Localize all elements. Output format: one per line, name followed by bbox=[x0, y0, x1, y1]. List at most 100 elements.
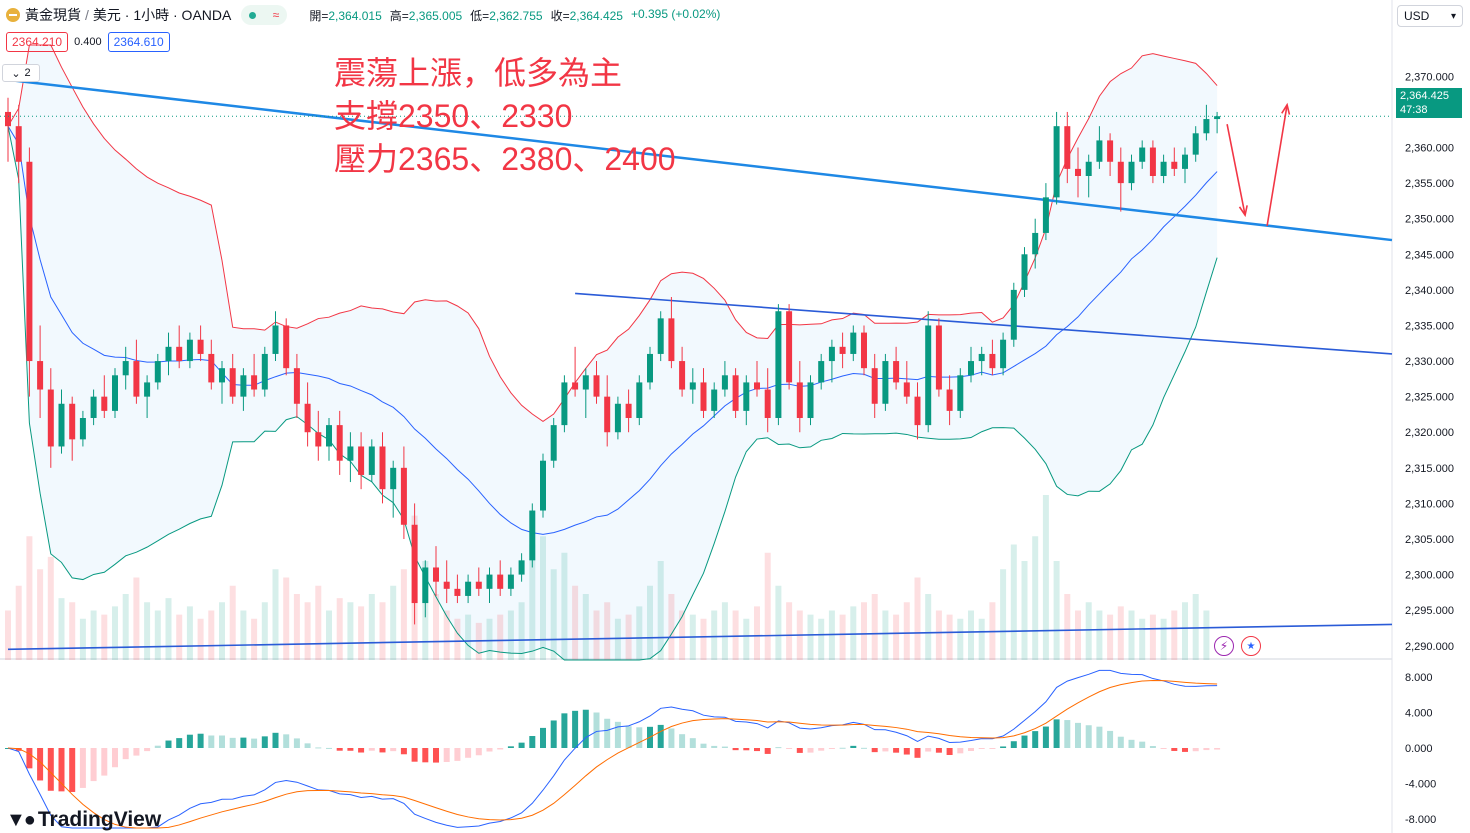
volume-bar bbox=[37, 569, 44, 660]
volume-bar bbox=[1128, 610, 1135, 660]
macd-histogram-bar bbox=[26, 748, 33, 769]
macd-histogram-bar bbox=[636, 727, 643, 748]
candle-body bbox=[614, 403, 621, 433]
macd-histogram-bar bbox=[1010, 741, 1017, 748]
macd-histogram-bar bbox=[272, 732, 279, 748]
macd-histogram-bar bbox=[518, 742, 525, 748]
candle-body bbox=[90, 396, 97, 418]
sell-price-button[interactable]: 2364.210 bbox=[6, 32, 69, 52]
ohlc-change: +0.395 (+0.02%) bbox=[630, 6, 721, 21]
macd-histogram-bar bbox=[550, 720, 557, 748]
macd-histogram-bar bbox=[90, 748, 97, 782]
symbol-quote[interactable]: 美元 · 1小時 · OANDA bbox=[92, 7, 232, 23]
macd-histogram-bar bbox=[946, 748, 953, 755]
volume-bar bbox=[604, 602, 611, 660]
volume-bar bbox=[5, 610, 11, 660]
price-axis-label: 2,295.000 bbox=[1405, 605, 1454, 617]
macd-histogram-bar bbox=[122, 748, 129, 760]
volume-bar bbox=[1192, 594, 1199, 660]
volume-bar bbox=[283, 577, 290, 660]
macd-histogram-bar bbox=[1182, 748, 1188, 752]
market-status-pill[interactable]: ≈ bbox=[241, 5, 288, 25]
volume-bar bbox=[700, 618, 707, 660]
candle-body bbox=[186, 339, 193, 362]
price-axis-label: 2,335.000 bbox=[1405, 320, 1454, 332]
candle-body bbox=[1182, 154, 1188, 169]
volume-bar bbox=[133, 577, 140, 660]
buy-price-button[interactable]: 2364.610 bbox=[107, 32, 170, 52]
symbol-name[interactable]: 黃金現貨 bbox=[25, 7, 81, 23]
candle-body bbox=[689, 382, 696, 390]
macd-histogram-bar bbox=[1160, 748, 1167, 749]
volume-bar bbox=[326, 610, 332, 660]
candle-body bbox=[283, 325, 290, 369]
volume-bar bbox=[261, 602, 268, 660]
macd-histogram-bar bbox=[144, 748, 151, 752]
volume-bar bbox=[850, 606, 857, 660]
volume-bar bbox=[229, 585, 236, 660]
volume-bar bbox=[112, 606, 118, 660]
volume-bar bbox=[272, 569, 279, 660]
macd-histogram-bar bbox=[604, 718, 611, 748]
candle-body bbox=[914, 396, 921, 426]
volume-bar bbox=[1117, 606, 1124, 660]
volume-bar bbox=[807, 614, 814, 660]
volume-bar bbox=[186, 606, 193, 660]
volume-bar bbox=[1000, 569, 1007, 660]
candle-body bbox=[732, 375, 739, 411]
candle-body bbox=[1096, 140, 1103, 162]
analysis-annotation[interactable]: 震蕩上漲，低多為主 支撐2350、2330 壓力2365、2380、2400 bbox=[334, 52, 676, 181]
annotation-line-support: 支撐2350、2330 bbox=[334, 98, 573, 134]
candle-body bbox=[1064, 126, 1071, 169]
candle-body bbox=[219, 368, 225, 383]
volume-bar bbox=[903, 602, 910, 660]
candle-body bbox=[507, 574, 514, 589]
candle-body bbox=[443, 581, 450, 589]
macd-histogram-bar bbox=[465, 748, 472, 758]
candle-body bbox=[69, 403, 76, 440]
price-axis-label: 2,355.000 bbox=[1405, 178, 1454, 190]
candle-body bbox=[679, 361, 686, 390]
macd-histogram-bar bbox=[743, 748, 750, 751]
candle-body bbox=[390, 467, 397, 490]
volume-bar bbox=[529, 544, 536, 660]
candle-body bbox=[893, 361, 900, 383]
macd-histogram-bar bbox=[315, 747, 322, 749]
macd-histogram-bar bbox=[871, 748, 878, 753]
candle-body bbox=[208, 353, 215, 383]
indicator-toggle-button[interactable]: ⌄ 2 bbox=[2, 64, 40, 82]
volume-bar bbox=[101, 614, 108, 660]
us-flag-icon[interactable]: ★ bbox=[1241, 636, 1261, 656]
ohlc-high: 高=2,365.005 bbox=[389, 8, 463, 23]
candle-body bbox=[465, 581, 472, 596]
tradingview-logo[interactable]: ▼● TradingView bbox=[6, 808, 161, 832]
candle-body bbox=[604, 396, 611, 433]
volume-bar bbox=[1171, 610, 1178, 660]
candle-body bbox=[935, 325, 942, 390]
candle-body bbox=[1000, 339, 1007, 369]
volume-bar bbox=[240, 610, 247, 660]
macd-histogram-bar bbox=[411, 748, 418, 762]
candle-body bbox=[1075, 168, 1081, 176]
volume-bar bbox=[1160, 618, 1167, 660]
bolt-icon[interactable]: ⚡ bbox=[1214, 636, 1234, 656]
volume-bar bbox=[978, 618, 985, 660]
volume-bar bbox=[454, 618, 461, 660]
macd-histogram-bar bbox=[572, 710, 579, 748]
macd-histogram-bar bbox=[1053, 719, 1060, 748]
macd-histogram-bar bbox=[133, 748, 140, 756]
macd-histogram-bar bbox=[700, 743, 707, 748]
volume-bar bbox=[304, 602, 311, 660]
candle-body bbox=[807, 382, 814, 418]
currency-select[interactable]: USD ▾ bbox=[1397, 5, 1463, 27]
macd-histogram-bar bbox=[1203, 748, 1210, 751]
volume-bar bbox=[786, 602, 793, 660]
volume-bar bbox=[433, 594, 439, 660]
volume-bar bbox=[893, 614, 900, 660]
candle-body bbox=[133, 361, 140, 397]
macd-histogram-bar bbox=[1214, 748, 1221, 750]
macd-histogram-bar bbox=[529, 736, 536, 748]
candle-body bbox=[861, 332, 867, 369]
candle-body bbox=[422, 567, 429, 604]
